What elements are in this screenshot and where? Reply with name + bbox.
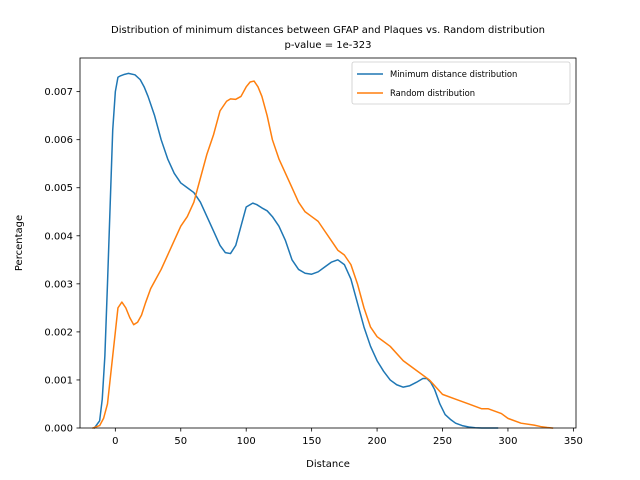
y-axis-label: Percentage (14, 215, 25, 271)
chart-title: Distribution of minimum distances betwee… (111, 25, 545, 36)
x-tick-label: 0 (112, 436, 118, 447)
x-tick-label: 300 (498, 436, 517, 447)
legend-label-2: Random distribution (390, 88, 475, 98)
x-tick-label: 100 (237, 436, 256, 447)
y-tick-label: 0.000 (44, 424, 73, 435)
axes-frame (79, 57, 577, 429)
x-tick-label: 200 (368, 436, 387, 447)
x-tick-label: 250 (433, 436, 452, 447)
x-tick-label: 50 (174, 436, 187, 447)
x-axis-label: Distance (306, 459, 350, 470)
x-tick-label: 150 (302, 436, 321, 447)
y-tick-label: 0.007 (44, 87, 73, 98)
legend-box (351, 61, 571, 105)
y-tick-label: 0.001 (44, 375, 73, 386)
y-tick-label: 0.006 (44, 135, 73, 146)
y-tick-label: 0.002 (44, 327, 73, 338)
y-tick-label: 0.005 (44, 183, 73, 194)
plot-area (79, 57, 577, 430)
series-line-2 (92, 80, 554, 429)
legend-label-1: Minimum distance distribution (390, 69, 517, 79)
series-layer (92, 72, 554, 430)
legend: Minimum distance distribution Random dist… (351, 61, 571, 105)
chart-subtitle: p-value = 1e-323 (285, 40, 372, 51)
y-tick-label: 0.004 (44, 231, 73, 242)
y-axis: 0.000 0.001 0.002 0.003 0.004 0.005 0.006 0.007 (44, 87, 80, 435)
x-axis: 0 50 100 150 200 250 300 350 (112, 428, 583, 447)
y-tick-label: 0.003 (44, 279, 73, 290)
x-tick-label: 350 (564, 436, 583, 447)
